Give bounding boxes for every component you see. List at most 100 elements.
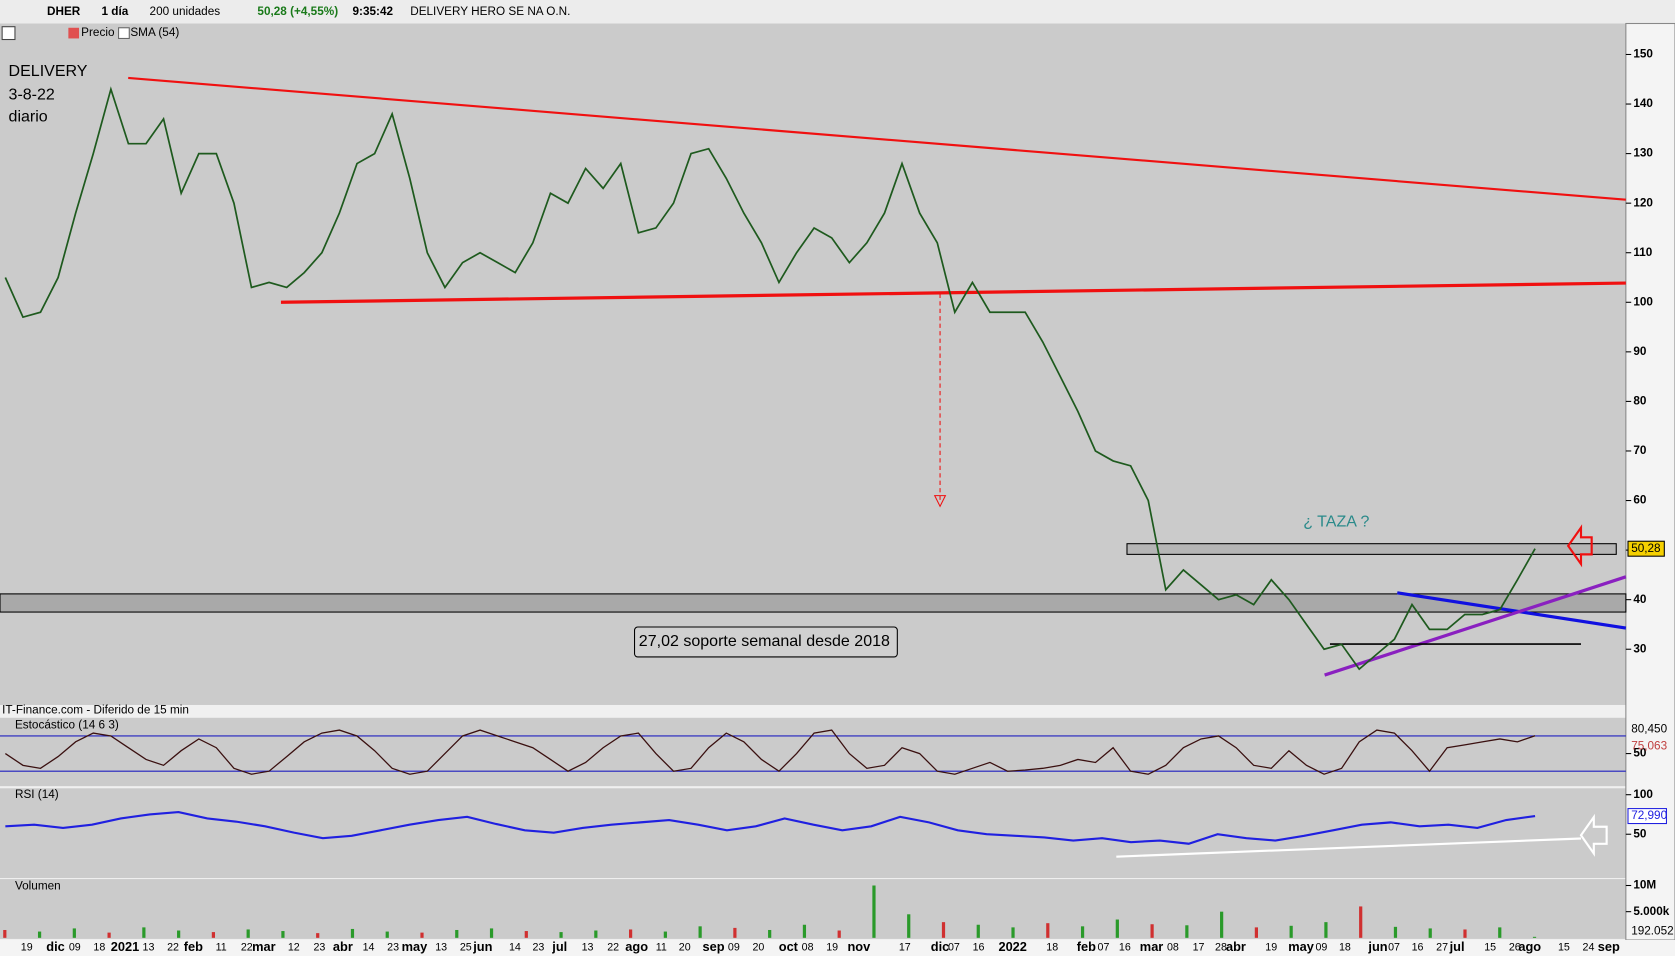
date-label: 19: [21, 941, 33, 953]
support-note: 27,02 soporte semanal desde 2018: [639, 632, 890, 650]
date-label: 25: [460, 941, 472, 953]
rsi-label[interactable]: RSI (14): [15, 788, 59, 801]
date-label: 18: [93, 941, 105, 953]
date-label: 27: [1436, 941, 1448, 953]
date-label: 23: [313, 941, 325, 953]
volume-bar: [524, 931, 528, 938]
date-label: 15: [1484, 941, 1496, 953]
date-label: 09: [69, 941, 81, 953]
volume-bar: [768, 929, 772, 938]
date-label: jun: [1367, 939, 1387, 954]
red-arrow: [1566, 524, 1593, 568]
y-tick-label: 120: [1633, 196, 1653, 209]
date-label: ago: [1518, 939, 1541, 954]
date-label: 24: [1583, 941, 1595, 953]
volume-last: 192.052: [1631, 925, 1673, 938]
volume-bar: [211, 932, 216, 938]
volume-bar: [837, 930, 841, 938]
date-label: 11: [216, 941, 227, 953]
date-label: 09: [1315, 941, 1327, 953]
rsi-tick: 50: [1633, 827, 1647, 840]
volume-bar: [420, 932, 424, 938]
date-label: 16: [1119, 941, 1131, 953]
interval[interactable]: 1 día: [101, 5, 128, 18]
price-panel: [0, 23, 1626, 705]
date-label: 16: [973, 941, 985, 953]
volume-panel: [0, 879, 1626, 939]
units[interactable]: 200 unidades: [150, 5, 221, 18]
date-label: sep: [703, 939, 725, 954]
stoch-label[interactable]: Estocástico (14 6 3): [15, 718, 119, 731]
date-label: 09: [728, 941, 740, 953]
date-label: 2022: [998, 939, 1026, 954]
date-label: 17: [899, 941, 911, 953]
volume-bar: [1220, 911, 1224, 938]
volume-bar: [1428, 928, 1432, 938]
rsi-last-box: [1627, 808, 1667, 825]
cup-note: ¿ TAZA ?: [1303, 513, 1369, 531]
y-tick-label: 80: [1633, 395, 1647, 408]
date-label: 22: [167, 941, 179, 953]
date-label: mar: [252, 939, 275, 954]
date-label: 2021: [111, 939, 139, 954]
rsi-panel: [0, 788, 1626, 879]
date-label: 20: [753, 941, 765, 953]
volume-label[interactable]: Volumen: [15, 880, 61, 893]
instrument-name: DELIVERY HERO SE NA O.N.: [410, 5, 570, 18]
date-label: ago: [625, 939, 648, 954]
trendline: [128, 76, 1626, 201]
volume-bar: [489, 928, 494, 938]
volume-bar: [350, 928, 355, 938]
trendline: [1324, 575, 1627, 677]
rsi-last: 72,990: [1631, 809, 1667, 822]
volume-tick: 10M: [1633, 879, 1656, 892]
volume-bar: [1324, 922, 1328, 938]
date-label: mar: [1140, 939, 1163, 954]
date-label: 08: [1167, 941, 1179, 953]
date-label: 22: [241, 941, 253, 953]
date-label: 26: [1509, 941, 1521, 953]
price-line: [4, 86, 1536, 671]
y-tick-label: 100: [1633, 295, 1653, 308]
volume-bar: [1150, 924, 1154, 938]
symbol[interactable]: DHER: [47, 5, 81, 18]
volume-bar: [72, 928, 76, 938]
y-tick-label: 70: [1633, 444, 1647, 457]
date-label: jul: [551, 939, 567, 954]
volume-bar: [1046, 923, 1050, 938]
date-label: 14: [363, 941, 375, 953]
sma-indicator[interactable]: SMA (54): [130, 26, 179, 39]
source: IT-Finance.com - Diferido de 15 min: [2, 703, 189, 716]
date-label: oct: [779, 939, 799, 954]
date-label: feb: [184, 939, 203, 954]
volume-bar: [559, 932, 563, 938]
y-tick-label: 150: [1633, 48, 1653, 61]
volume-bar: [1254, 927, 1258, 938]
white-arrow: [1579, 813, 1608, 857]
date-label: 11: [656, 941, 667, 953]
y-tick-label: 60: [1633, 494, 1647, 507]
volume-bar: [1011, 927, 1015, 938]
rsi-trendline: [1116, 837, 1582, 858]
y-tick-label: 140: [1633, 97, 1653, 110]
last-price-box: [1627, 540, 1665, 557]
date-label: 17: [1193, 941, 1205, 953]
add-button[interactable]: [1, 26, 16, 41]
date-label: 12: [288, 941, 300, 953]
price-indicator[interactable]: Precio: [81, 26, 115, 39]
date-axis: [0, 939, 1675, 956]
date-label: 19: [1265, 941, 1277, 953]
volume-tick: 5.000k: [1633, 905, 1669, 918]
volume-bar: [628, 929, 633, 938]
date-label: 28: [1215, 941, 1227, 953]
stoch-panel: [0, 717, 1626, 787]
date-label: 07: [1388, 941, 1400, 953]
date-label: 23: [387, 941, 399, 953]
date-label: 15: [1558, 941, 1570, 953]
y-tick-label: 40: [1633, 593, 1647, 606]
date-label: may: [402, 939, 428, 954]
volume-bar: [698, 926, 702, 938]
date-label: abr: [333, 939, 353, 954]
